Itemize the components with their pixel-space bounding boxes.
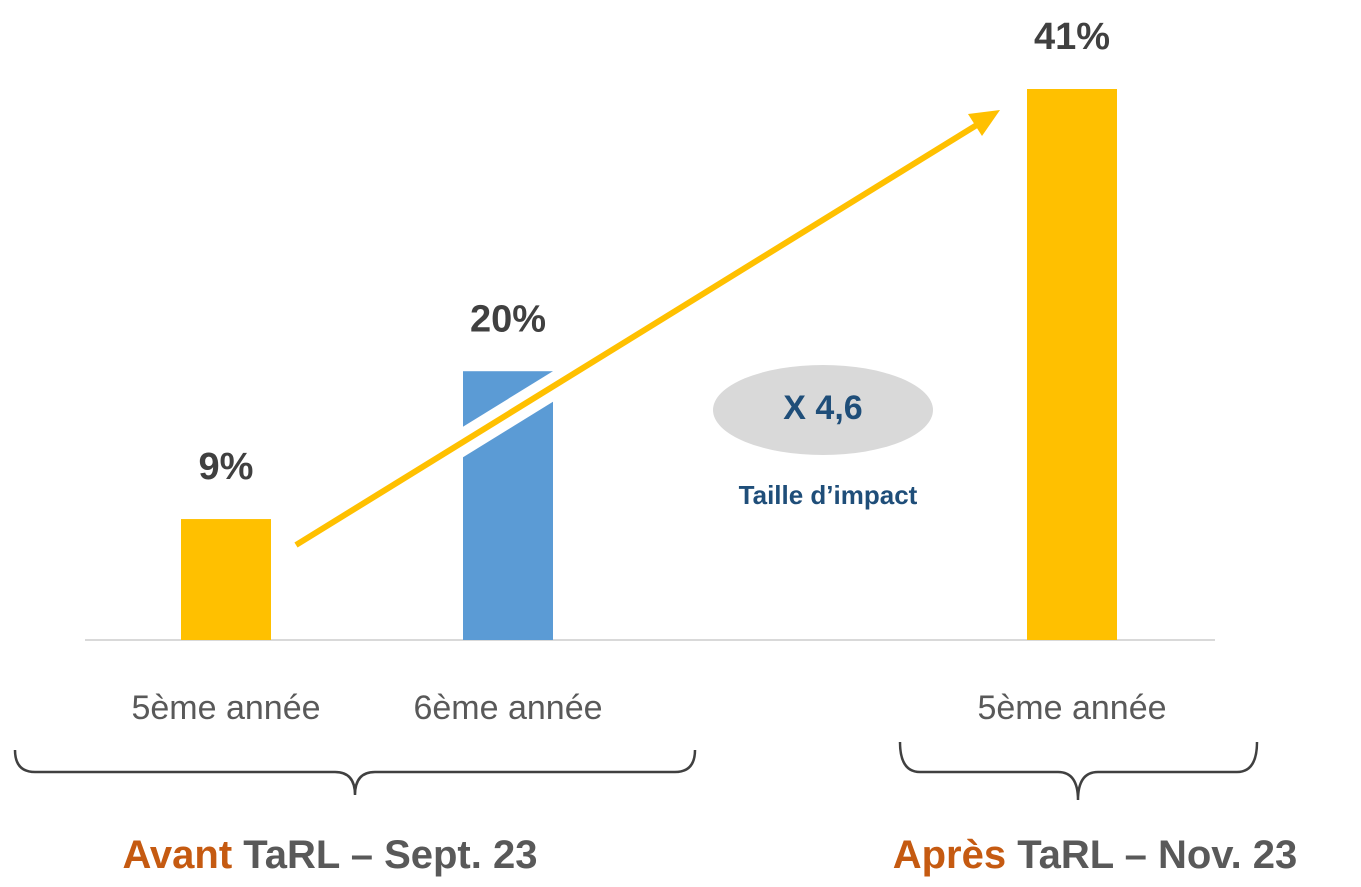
arrow: [294, 120, 982, 548]
group-text: TaRL – Nov. 23: [1006, 833, 1297, 877]
brace: [13, 749, 697, 796]
bar: [181, 519, 271, 640]
factor: X 4,6: [783, 389, 862, 427]
group-label: Après TaRL – Nov. 23: [893, 833, 1298, 877]
data-label: 20%: [470, 298, 546, 340]
bar: [1027, 89, 1117, 640]
data-label: 9%: [199, 446, 254, 488]
x-tick-label: 6ème année: [413, 689, 602, 727]
factor-ellipse: [713, 365, 933, 455]
group-label: Avant TaRL – Sept. 23: [123, 833, 538, 877]
group-highlight: Avant: [123, 833, 233, 877]
arrow-head: [968, 110, 1000, 136]
data-label: 41%: [1034, 16, 1110, 58]
group-highlight: Après: [893, 833, 1006, 877]
factor-caption: Taille d’impact: [739, 480, 918, 510]
group-text: TaRL – Sept. 23: [232, 833, 537, 877]
x-tick-label: 5ème année: [977, 689, 1166, 727]
x-tick-label: 5ème année: [131, 689, 320, 727]
brace: [898, 741, 1259, 801]
